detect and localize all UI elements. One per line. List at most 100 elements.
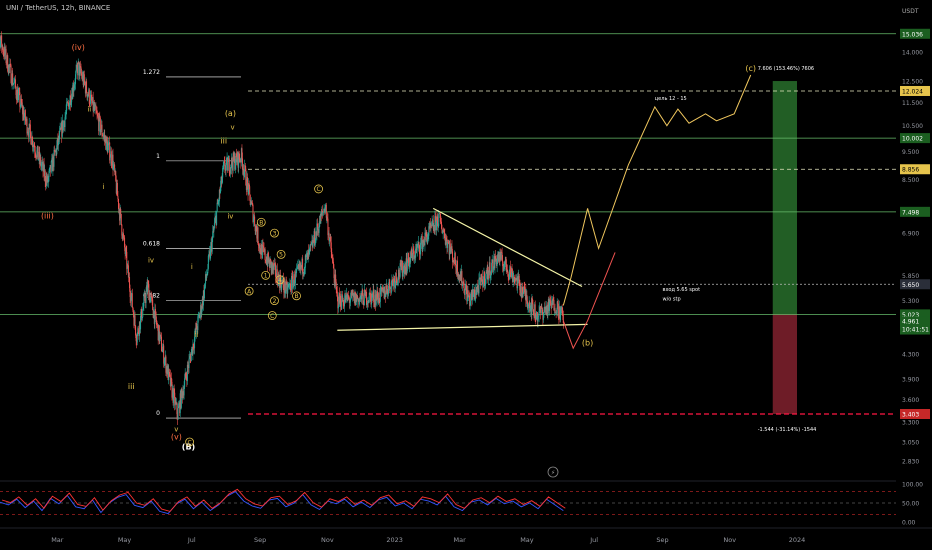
candle-body bbox=[510, 273, 512, 278]
forecast-path-alt[interactable] bbox=[562, 252, 616, 350]
candle-body bbox=[103, 134, 105, 136]
candle-body bbox=[99, 117, 101, 133]
candle-body bbox=[138, 332, 140, 336]
triangle-upper-line[interactable] bbox=[432, 207, 583, 288]
candle-body bbox=[178, 406, 180, 409]
alert-clock-icon[interactable] bbox=[547, 466, 559, 478]
candle-body bbox=[422, 240, 424, 243]
price-axis-tick: 3.600 bbox=[902, 397, 919, 404]
stop-zone[interactable] bbox=[772, 314, 797, 414]
price-level-tag-text: 5.650 bbox=[902, 282, 919, 289]
candle-body bbox=[249, 194, 251, 205]
candle-body bbox=[364, 290, 366, 297]
candle-body bbox=[518, 275, 520, 280]
candle-body bbox=[374, 295, 376, 304]
candle-body bbox=[316, 223, 318, 236]
candle-countdown: 10:41:51 bbox=[902, 327, 929, 334]
candle-body bbox=[173, 389, 175, 393]
candle-body bbox=[372, 290, 374, 296]
candle-body bbox=[409, 257, 411, 268]
candle-body bbox=[471, 291, 473, 301]
candle-body bbox=[361, 289, 363, 300]
candle-body bbox=[246, 177, 248, 184]
candle-body bbox=[146, 285, 148, 292]
circled-wave-marker bbox=[256, 217, 266, 227]
candle-body bbox=[241, 148, 243, 159]
rsi-line-red[interactable] bbox=[1, 488, 566, 512]
candle-body bbox=[449, 243, 451, 252]
candle-body bbox=[395, 273, 397, 283]
candle-body bbox=[166, 366, 168, 374]
candle-body bbox=[113, 165, 115, 170]
circled-wave-label: 2 bbox=[273, 298, 277, 305]
candle-body bbox=[72, 85, 74, 92]
candle-body bbox=[137, 328, 139, 334]
triangle-lower-line[interactable] bbox=[337, 323, 588, 331]
circled-wave-marker bbox=[292, 291, 301, 301]
candle-body bbox=[215, 216, 217, 225]
candle-body bbox=[519, 285, 521, 291]
candle-body bbox=[47, 176, 49, 182]
candle-body bbox=[474, 289, 476, 299]
price-axis-tick: 5.850 bbox=[902, 273, 919, 280]
candle-body bbox=[268, 259, 270, 263]
candle-body bbox=[309, 244, 311, 247]
candle-body bbox=[275, 264, 277, 277]
candle-body bbox=[334, 274, 336, 287]
target-zone[interactable] bbox=[772, 81, 797, 315]
candle-body bbox=[98, 118, 100, 131]
candle-body bbox=[255, 225, 257, 231]
candle-body bbox=[425, 232, 427, 236]
candle-body bbox=[348, 298, 350, 304]
candle-body bbox=[343, 305, 345, 307]
candle-body bbox=[146, 285, 148, 292]
candle-body bbox=[452, 260, 454, 263]
candle-body bbox=[23, 116, 25, 120]
candle-body bbox=[230, 167, 232, 169]
candle-body bbox=[83, 74, 85, 82]
candle-body bbox=[303, 272, 305, 274]
candle-body bbox=[32, 137, 34, 148]
forecast-path-main[interactable] bbox=[562, 74, 752, 306]
candle-body bbox=[65, 110, 67, 115]
candle-body bbox=[98, 115, 100, 131]
candle-body bbox=[27, 131, 29, 134]
candle-body bbox=[481, 274, 483, 277]
candle-body bbox=[382, 289, 384, 293]
candle-body bbox=[41, 164, 43, 166]
candle-body bbox=[408, 260, 410, 268]
candle-body bbox=[15, 87, 17, 95]
candle-body bbox=[561, 307, 563, 314]
candle-body bbox=[111, 154, 113, 166]
candle-body bbox=[444, 232, 446, 240]
candle-body bbox=[398, 269, 399, 281]
candle-body bbox=[35, 156, 37, 158]
candle-body bbox=[450, 246, 452, 250]
price-level-tag bbox=[900, 85, 930, 96]
candle-body bbox=[418, 241, 420, 246]
candle-body bbox=[248, 183, 250, 187]
candle-body bbox=[34, 147, 36, 152]
candle-body bbox=[26, 118, 28, 134]
candle-body bbox=[112, 154, 114, 170]
candle-body bbox=[525, 294, 527, 301]
candle-body bbox=[174, 392, 176, 406]
candle-body bbox=[466, 290, 468, 302]
candle-body bbox=[503, 265, 505, 268]
candle-body bbox=[8, 64, 10, 68]
candle-body bbox=[525, 289, 527, 301]
candle-body bbox=[345, 294, 347, 303]
candle-body bbox=[437, 226, 439, 227]
candle-body bbox=[286, 281, 288, 284]
candle-body bbox=[28, 132, 30, 138]
circled-wave-label: B bbox=[259, 220, 263, 227]
alert-bolt-glyph: ⚡ bbox=[551, 470, 555, 477]
candle-body bbox=[420, 241, 422, 243]
candle-body bbox=[369, 292, 371, 294]
candle-body bbox=[39, 157, 41, 162]
candle-body bbox=[292, 281, 294, 289]
candle-body bbox=[314, 231, 316, 245]
candle-body bbox=[123, 236, 125, 238]
candle-body bbox=[163, 361, 165, 364]
